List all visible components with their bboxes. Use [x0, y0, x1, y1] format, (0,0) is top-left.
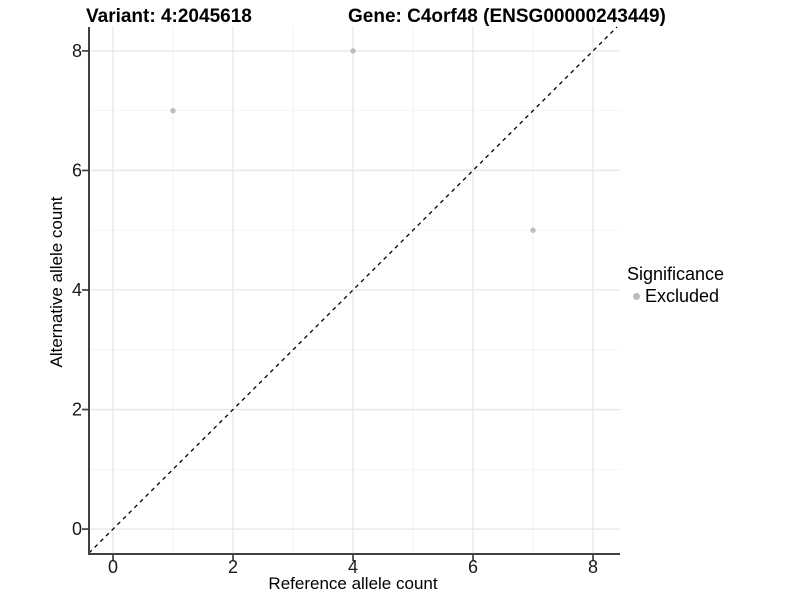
x-axis-title: Reference allele count [268, 574, 438, 593]
gene-title: Gene: C4orf48 (ENSG00000243449) [348, 6, 666, 27]
legend-item-excluded: Excluded [627, 285, 724, 307]
y-tick-label: 2 [72, 400, 82, 420]
legend-item-label: Excluded [645, 286, 720, 306]
legend: Significance Excluded [627, 263, 724, 307]
x-tick-label: 6 [468, 557, 478, 577]
y-tick-label: 4 [72, 280, 82, 300]
data-point [350, 48, 356, 54]
data-point [170, 107, 176, 114]
x-tick-label: 4 [348, 557, 358, 577]
data-point [530, 227, 536, 233]
y-axis-title: Alternative allele count [47, 196, 66, 368]
y-tick-label: 0 [72, 519, 82, 539]
excluded-point-icon [633, 292, 640, 300]
x-tick-label: 0 [108, 557, 118, 577]
legend-title: Significance [627, 264, 725, 284]
variant-title: Variant: 4:2045618 [86, 6, 252, 27]
y-tick-label: 8 [72, 41, 82, 61]
x-tick-label: 2 [228, 557, 238, 577]
y-tick-label: 6 [72, 160, 82, 180]
x-tick-label: 8 [588, 557, 598, 577]
